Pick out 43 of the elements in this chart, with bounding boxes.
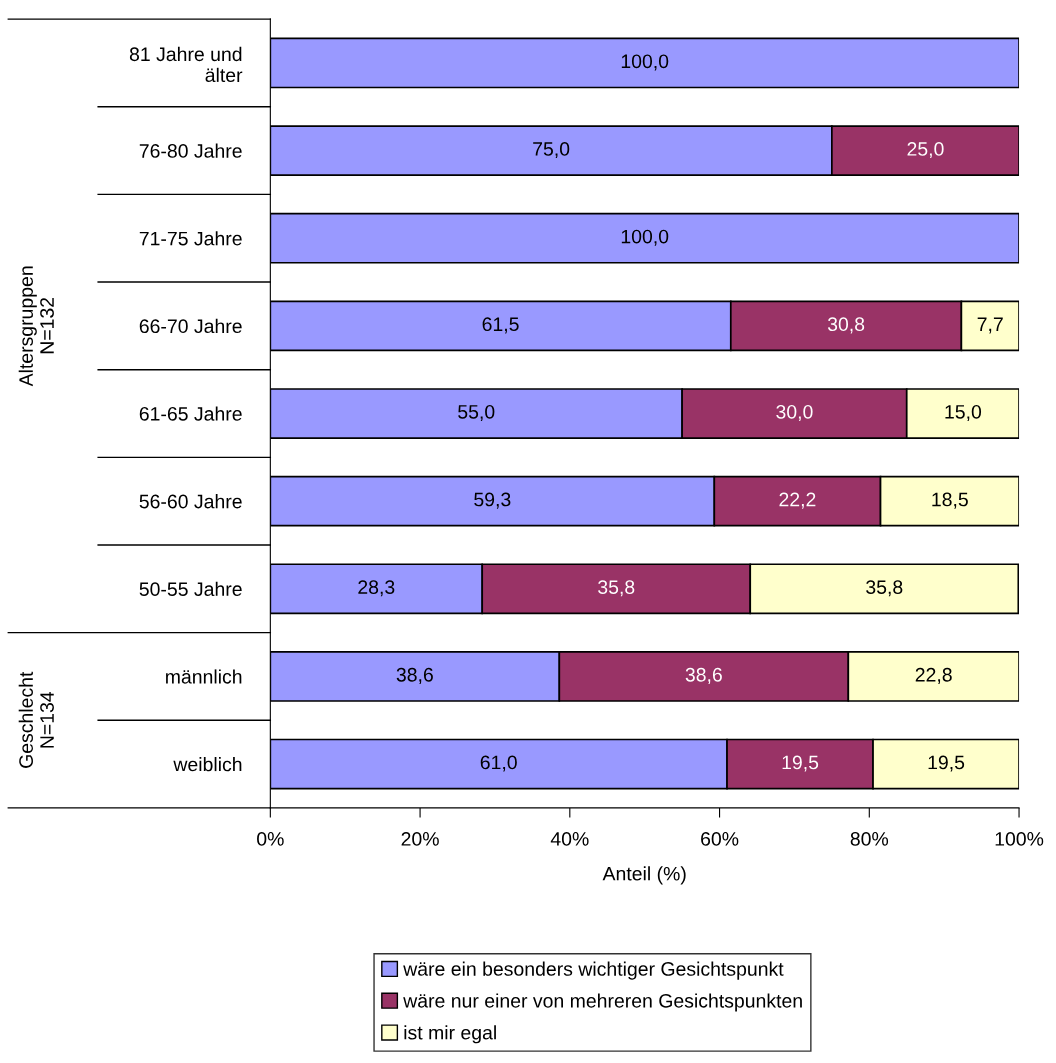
y-tick-label: 56-60 Jahre <box>139 494 242 509</box>
data-label: 25,0 <box>907 142 944 159</box>
data-label: 100,0 <box>621 54 669 71</box>
data-label: 38,6 <box>685 667 722 684</box>
data-label: 59,3 <box>474 492 511 509</box>
y-tick-label: weiblich <box>173 757 242 772</box>
x-tick-label: 40% <box>550 832 589 846</box>
data-label: 22,8 <box>915 667 952 684</box>
legend-label: wäre nur einer von mehreren Gesichtspunkten <box>403 993 802 1012</box>
y-tick-label: 81 Jahre und älter <box>129 46 243 83</box>
y-tick-label: männlich <box>166 669 242 684</box>
data-label: 30,0 <box>776 404 813 422</box>
y-tick-label: 76-80 Jahre <box>139 143 242 158</box>
x-tick-label: 80% <box>850 832 889 846</box>
data-label: 28,3 <box>358 580 395 597</box>
data-label: 19,5 <box>928 755 965 772</box>
data-label: 55,0 <box>458 404 495 422</box>
text: Altersgruppen N=132 <box>18 266 54 387</box>
x-tick-label: 60% <box>701 832 739 846</box>
y-tick-label: 61-65 Jahre <box>139 406 242 421</box>
y-tick-label: 66-70 Jahre <box>139 318 242 334</box>
data-label: 100,0 <box>621 229 669 246</box>
data-label: 22,2 <box>779 492 816 509</box>
data-label: 35,8 <box>598 580 635 597</box>
x-tick-label: 100% <box>995 832 1044 846</box>
legend-label: ist mir egal <box>404 1025 496 1044</box>
data-label: 15,0 <box>945 404 982 422</box>
data-label: 61,5 <box>482 317 519 334</box>
data-label: 38,6 <box>396 667 433 684</box>
y-tick-label: 71-75 Jahre <box>139 231 242 246</box>
legend-label: wäre ein besonders wichtiger Gesichtspunkt <box>403 961 784 980</box>
x-tick-label: 0% <box>257 832 284 846</box>
data-label: 75,0 <box>533 142 570 159</box>
data-label: 30,8 <box>827 317 865 334</box>
data-label: 35,8 <box>866 580 903 597</box>
x-tick-label: 20% <box>401 832 439 846</box>
data-label: 7,7 <box>977 317 1003 334</box>
data-label: 19,5 <box>782 755 819 772</box>
x-axis-title: Anteil (%) <box>602 866 686 885</box>
text: Geschlecht N=134 <box>18 671 54 768</box>
data-label: 61,0 <box>480 755 517 772</box>
data-label: 18,5 <box>932 492 968 509</box>
y-tick-label: 50-55 Jahre <box>139 581 242 597</box>
